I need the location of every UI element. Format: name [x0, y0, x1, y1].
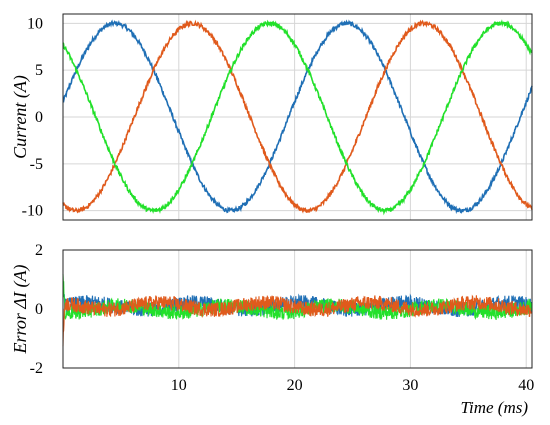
- error-x-tick-label: 20: [287, 377, 303, 394]
- error-series-group: [62, 273, 533, 347]
- error-x-tick-label: 30: [402, 377, 418, 394]
- current-y-tick-label: 5: [35, 62, 43, 79]
- current-y-tick-labels: 10 5 0 -5 -10: [22, 15, 43, 219]
- x-axis-label: Time (ms): [460, 398, 528, 417]
- current-y-tick-label: 10: [27, 15, 43, 32]
- error-y-tick-label: 2: [35, 242, 43, 259]
- error-x-tick-label: 40: [518, 377, 534, 394]
- current-plot-frame: [62, 13, 533, 221]
- error-plot-frame: [62, 249, 533, 369]
- error-x-tick-label: 10: [171, 377, 187, 394]
- error-y-tick-labels: 2 0 -2: [30, 242, 43, 377]
- error-y-tick-label: 0: [35, 301, 43, 318]
- current-y-tick-label: -10: [22, 203, 43, 220]
- error-y-axis-label: Error ΔI (A): [10, 265, 31, 355]
- current-series-group: [62, 19, 533, 216]
- current-grid: [63, 14, 532, 220]
- current-series-phase-c: [62, 19, 533, 216]
- error-panel: 20-2 10 20 30 40 Error ΔI (A) Time (ms): [10, 242, 534, 417]
- current-y-tick-label: 0: [35, 109, 43, 126]
- current-series-phase-b: [62, 19, 533, 214]
- current-y-tick-label: -5: [30, 156, 43, 173]
- error-series-phase-b: [62, 294, 533, 347]
- current-panel: 10 5 0 -5 -10 Current (A): [10, 13, 533, 221]
- error-y-tick-label: -2: [30, 360, 43, 377]
- error-x-tick-labels: 10 20 30 40: [171, 377, 534, 394]
- current-y-axis-label: Current (A): [10, 75, 31, 159]
- current-series-phase-a: [62, 19, 533, 215]
